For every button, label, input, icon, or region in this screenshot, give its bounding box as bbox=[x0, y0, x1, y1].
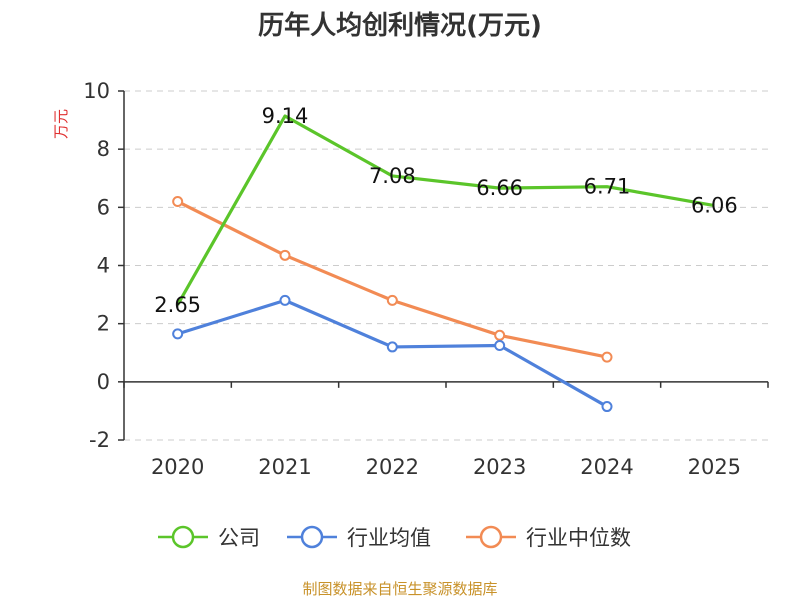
x-tick-label: 2024 bbox=[580, 455, 633, 479]
chart-title: 历年人均创利情况(万元) bbox=[258, 10, 542, 41]
y-tick-label: 0 bbox=[97, 370, 110, 394]
data-point bbox=[279, 294, 291, 306]
legend-marker bbox=[171, 525, 195, 549]
data-point bbox=[601, 351, 613, 363]
data-point bbox=[172, 328, 184, 340]
legend-item-1[interactable]: 行业均值 bbox=[287, 525, 431, 550]
x-tick-label: 2021 bbox=[258, 455, 311, 479]
data-label: 2.65 bbox=[154, 293, 201, 317]
data-point bbox=[172, 196, 184, 208]
data-label: 6.71 bbox=[584, 175, 631, 199]
series-lines bbox=[172, 114, 715, 413]
y-tick-label: 10 bbox=[83, 79, 110, 103]
data-point bbox=[279, 249, 291, 261]
series-line-0 bbox=[176, 114, 715, 306]
legend-item-2[interactable]: 行业中位数 bbox=[466, 525, 631, 550]
data-point bbox=[601, 401, 613, 413]
y-tick-label: 6 bbox=[97, 195, 110, 219]
gridlines bbox=[124, 90, 768, 441]
y-tick-label: 2 bbox=[97, 312, 110, 336]
series-line-1 bbox=[177, 298, 608, 408]
y-tick-label: 4 bbox=[97, 254, 110, 278]
data-labels: 2.65 9.14 7.08 6.66 6.71 6.06 bbox=[154, 104, 737, 317]
axes: -2 0 2 4 6 8 10 2020 2021 2022 2023 2024 2025 bbox=[83, 79, 769, 479]
x-tick-label: 2023 bbox=[473, 455, 526, 479]
data-point bbox=[386, 294, 398, 306]
legend-item-0[interactable]: 公司 bbox=[158, 525, 260, 550]
source-note: 制图数据来自恒生聚源数据库 bbox=[302, 580, 497, 598]
y-tick-label: -2 bbox=[89, 428, 110, 452]
legend-label: 行业中位数 bbox=[526, 526, 631, 550]
data-label: 9.14 bbox=[262, 104, 309, 128]
legend[interactable]: 公司 行业均值 行业中位数 bbox=[158, 525, 631, 550]
data-point bbox=[386, 341, 398, 353]
data-label: 7.08 bbox=[369, 164, 416, 188]
series-line-2 bbox=[176, 200, 608, 359]
legend-label: 行业均值 bbox=[347, 526, 431, 550]
legend-label: 公司 bbox=[218, 526, 260, 550]
x-tick-label: 2022 bbox=[366, 455, 419, 479]
data-point bbox=[494, 339, 506, 351]
legend-marker bbox=[479, 525, 503, 549]
legend-marker bbox=[300, 525, 324, 549]
data-point bbox=[494, 329, 506, 341]
y-axis-label: 万元 bbox=[52, 109, 70, 139]
data-label: 6.66 bbox=[476, 176, 523, 200]
data-label: 6.06 bbox=[691, 194, 738, 218]
x-tick-label: 2020 bbox=[151, 455, 204, 479]
x-tick-label: 2025 bbox=[688, 455, 741, 479]
y-tick-label: 8 bbox=[97, 137, 110, 161]
